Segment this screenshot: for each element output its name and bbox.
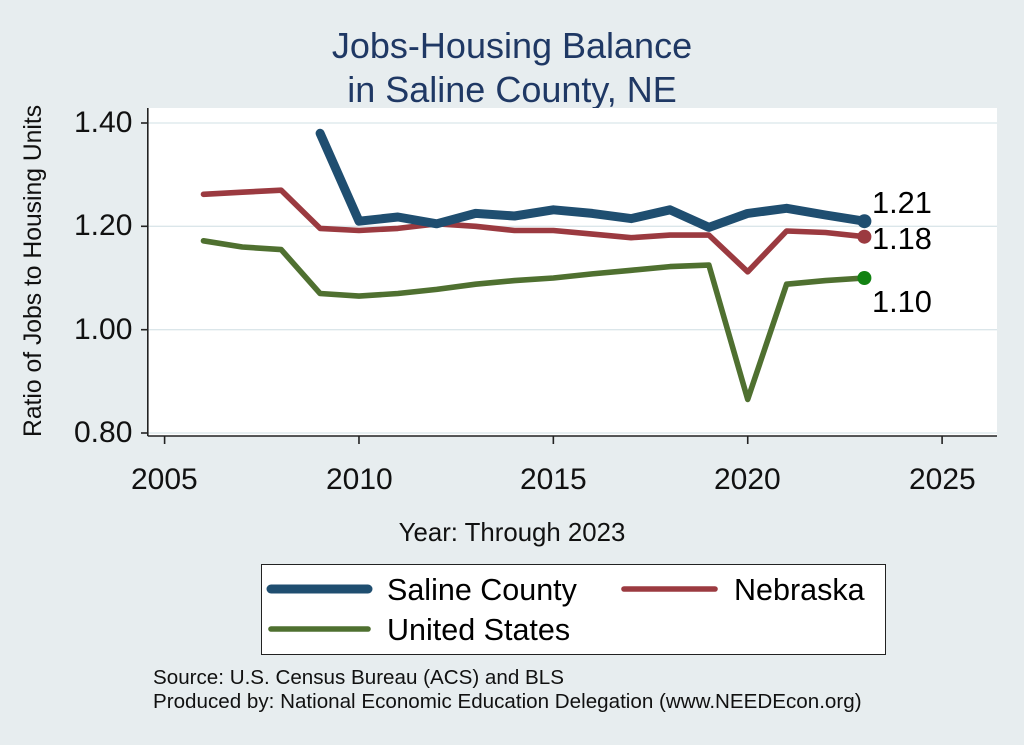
svg-text:Nebraska: Nebraska <box>734 573 865 607</box>
svg-text:1.10: 1.10 <box>872 284 932 319</box>
svg-text:1.18: 1.18 <box>872 221 932 256</box>
svg-text:Saline County: Saline County <box>387 573 578 607</box>
svg-text:1.21: 1.21 <box>872 185 932 220</box>
svg-text:United States: United States <box>387 613 570 647</box>
